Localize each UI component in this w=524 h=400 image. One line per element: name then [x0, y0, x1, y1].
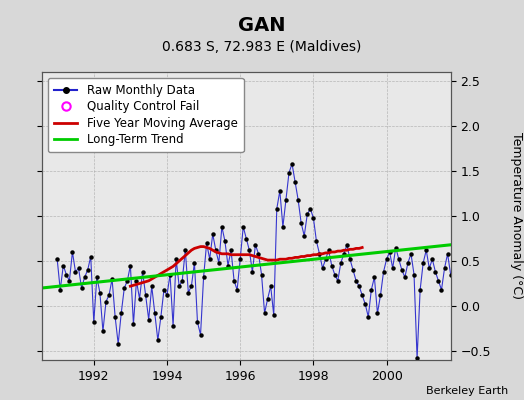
- Text: GAN: GAN: [238, 16, 286, 35]
- Text: 0.683 S, 72.983 E (Maldives): 0.683 S, 72.983 E (Maldives): [162, 40, 362, 54]
- Legend: Raw Monthly Data, Quality Control Fail, Five Year Moving Average, Long-Term Tren: Raw Monthly Data, Quality Control Fail, …: [48, 78, 244, 152]
- Text: Berkeley Earth: Berkeley Earth: [426, 386, 508, 396]
- Y-axis label: Temperature Anomaly (°C): Temperature Anomaly (°C): [510, 132, 523, 300]
